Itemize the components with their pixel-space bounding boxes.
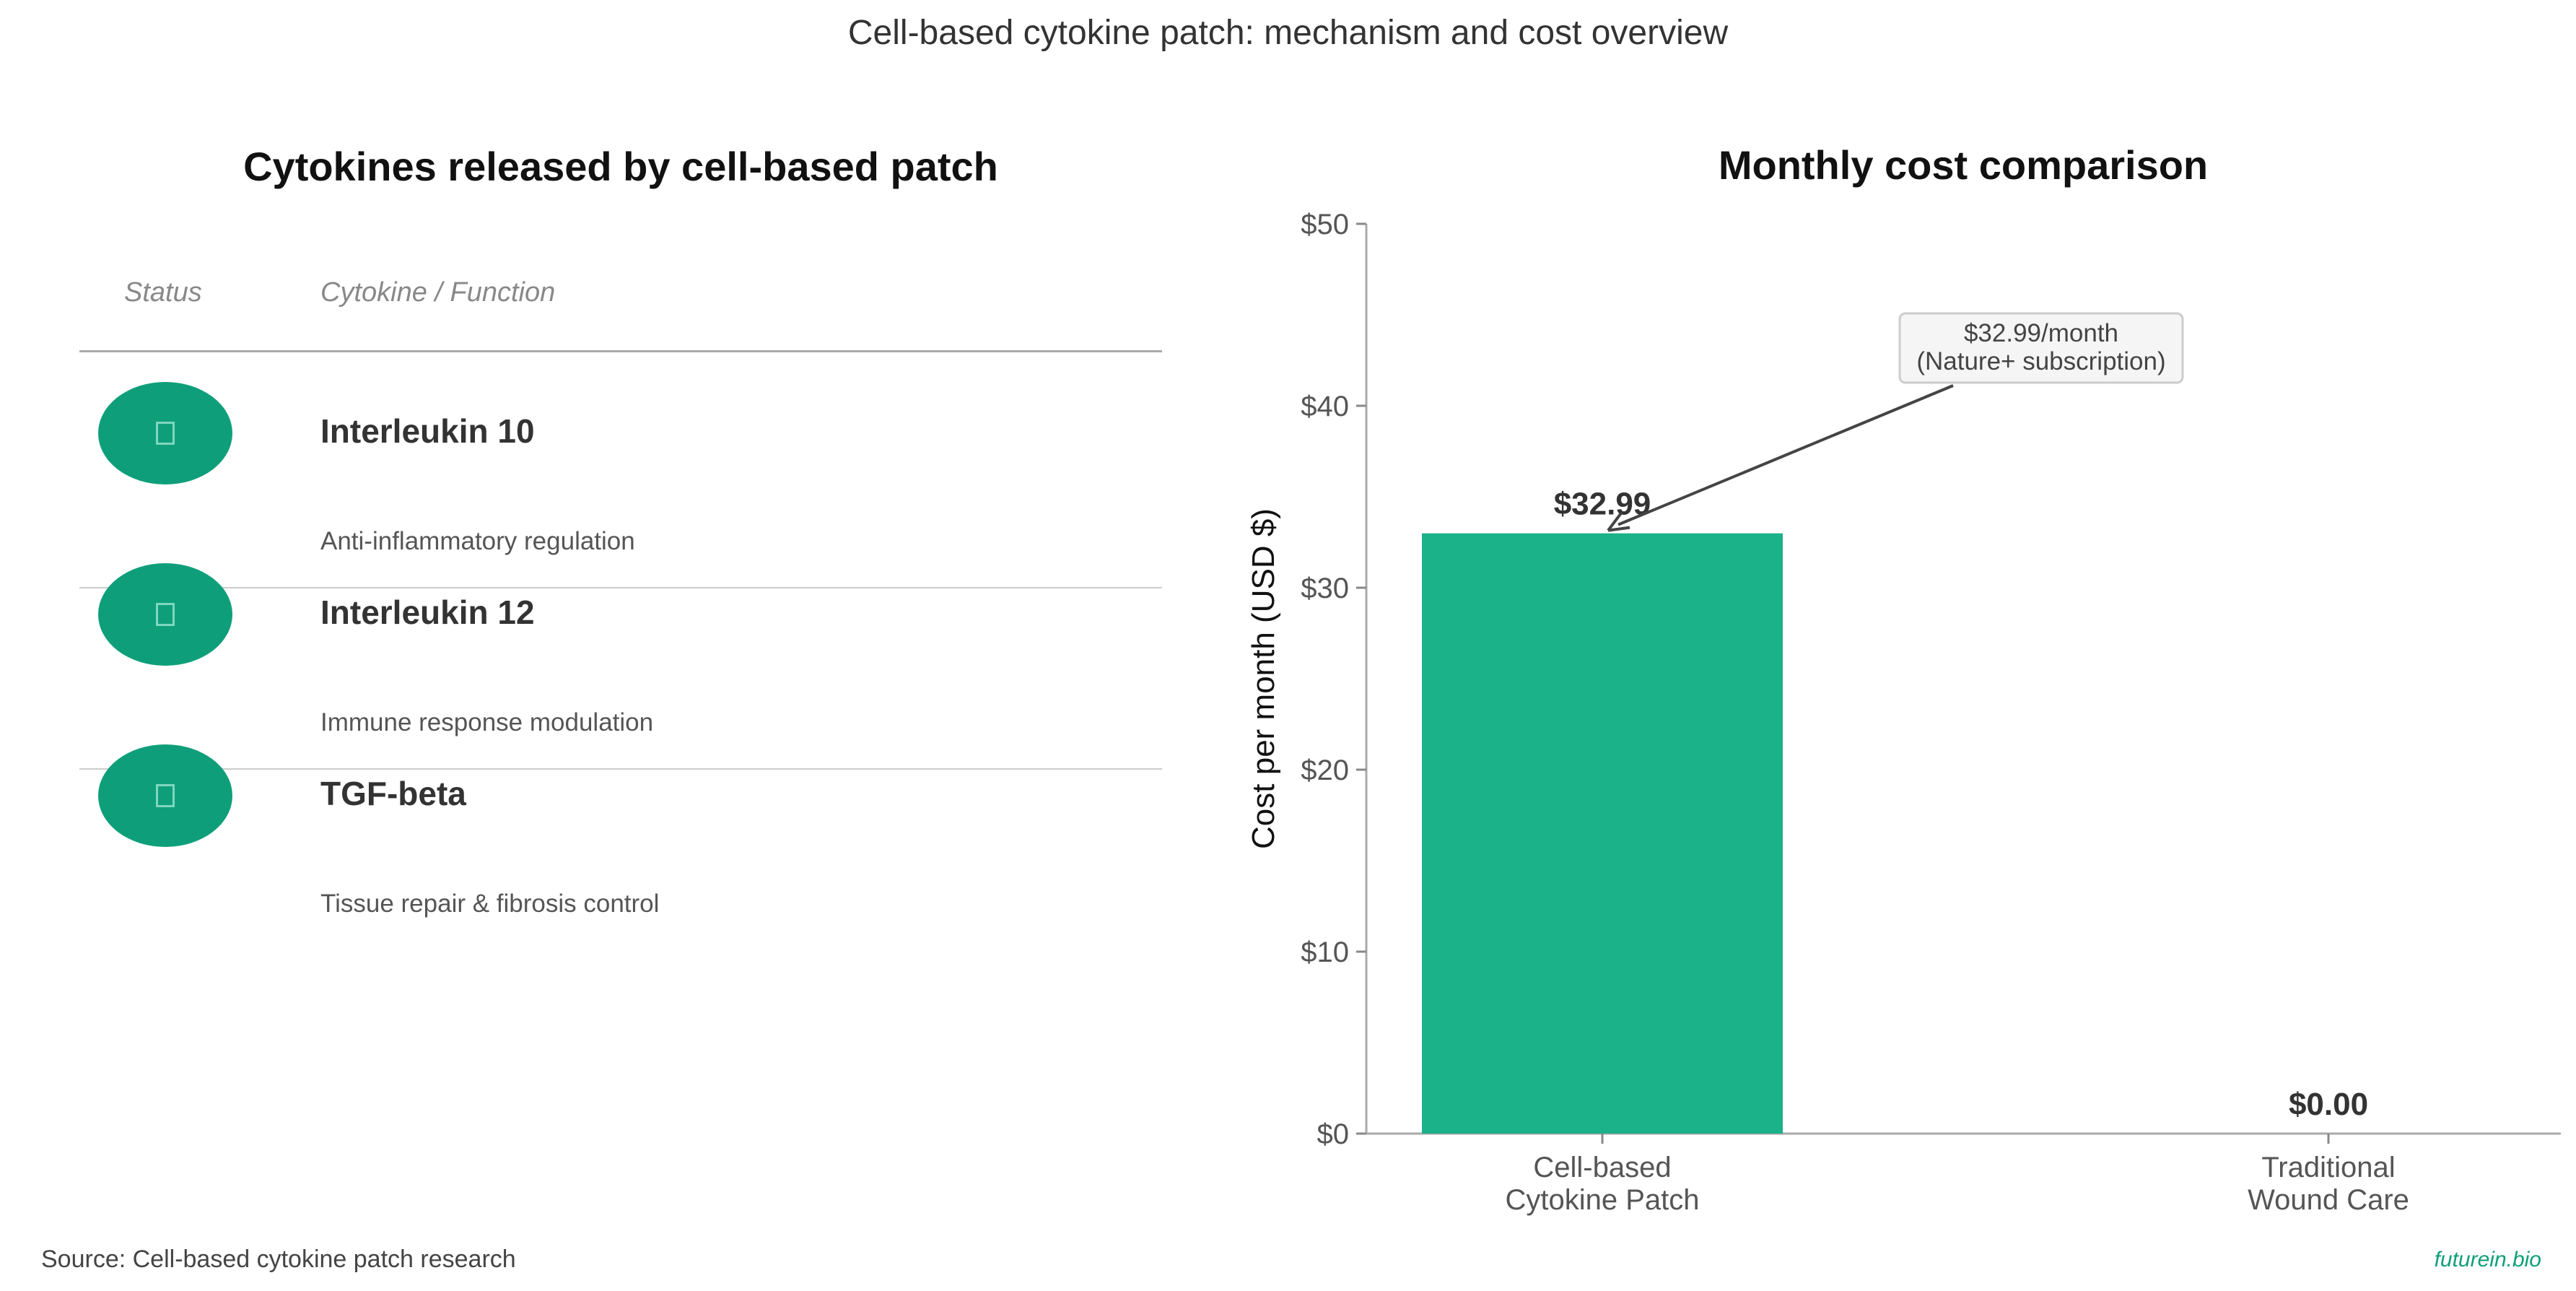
- bar-value-label: $32.99: [1554, 487, 1651, 522]
- status-badge: [98, 744, 232, 847]
- table-title: Cytokines released by cell-based patch: [243, 144, 998, 189]
- y-ticks: $0 $10 $20 $30 $40 $50: [1301, 209, 1366, 1150]
- cytokine-function: Tissue repair & fibrosis control: [320, 890, 660, 918]
- cytokine-function: Immune response modulation: [320, 708, 654, 736]
- y-axis-label: Cost per month (USD $): [1246, 508, 1281, 849]
- y-tick-label: $10: [1301, 936, 1349, 968]
- cytokine-name: Interleukin 12: [320, 594, 535, 631]
- row-separator: [79, 587, 1162, 588]
- cytokine-name: TGF-beta: [320, 775, 466, 812]
- y-tick-label: $20: [1301, 755, 1349, 786]
- figure-suptitle: Cell-based cytokine patch: mechanism and…: [847, 14, 1729, 52]
- x-tick-label: Cell-based: [1533, 1152, 1671, 1183]
- status-column-header: Status: [124, 277, 202, 308]
- brand-link[interactable]: futurein.bio: [2434, 1248, 2541, 1272]
- y-tick-label: $0: [1317, 1118, 1350, 1150]
- check-icon: [156, 422, 175, 445]
- annotation-arrowhead: [1607, 512, 1630, 532]
- x-tick-label: Cytokine Patch: [1505, 1184, 1699, 1216]
- status-badge: [98, 382, 232, 484]
- bars: $32.99 $0.00: [1422, 487, 2368, 1134]
- bar-value-label: $0.00: [2289, 1087, 2368, 1122]
- source-note: Source: Cell-based cytokine patch resear…: [41, 1246, 516, 1273]
- row-separator: [79, 768, 1162, 770]
- annotation-arrow: [1617, 384, 1954, 526]
- y-tick-label: $40: [1301, 391, 1349, 422]
- y-tick-label: $50: [1301, 209, 1349, 240]
- annotation-text: $32.99/month: [1964, 319, 2118, 347]
- annotation-text: (Nature+ subscription): [1916, 347, 2165, 375]
- x-tick-label: Traditional: [2261, 1152, 2395, 1183]
- cytokine-name: Interleukin 10: [320, 412, 535, 450]
- x-tick-label: Wound Care: [2248, 1184, 2409, 1216]
- y-tick-label: $30: [1301, 573, 1349, 604]
- check-icon: [156, 603, 175, 626]
- cytokine-function: Anti-inflammatory regulation: [320, 527, 635, 555]
- check-icon: [156, 784, 175, 807]
- status-badge: [98, 563, 232, 666]
- bar: [1422, 533, 1783, 1134]
- cytokine-column-header: Cytokine / Function: [320, 277, 556, 308]
- price-annotation: $32.99/month(Nature+ subscription): [1607, 312, 2184, 532]
- header-rule: [79, 350, 1162, 352]
- annotation-box: [1898, 312, 2184, 384]
- chart-title: Monthly cost comparison: [1719, 142, 2208, 188]
